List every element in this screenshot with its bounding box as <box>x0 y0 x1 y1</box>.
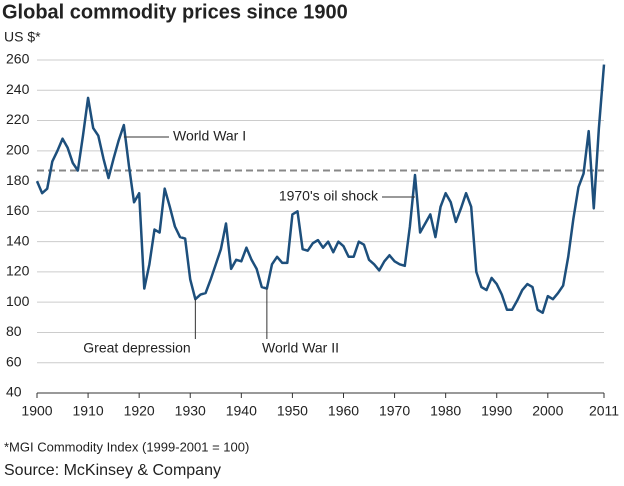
x-tick-label: 1900 <box>21 403 52 419</box>
y-tick-label: 40 <box>6 384 22 400</box>
x-tick-label: 1950 <box>277 403 308 419</box>
x-tick-label: 1940 <box>226 403 257 419</box>
annotation-label: World War II <box>262 340 339 356</box>
y-tick-label: 220 <box>6 111 30 127</box>
chart-subtitle: US $* <box>4 29 41 45</box>
annotation-label: Great depression <box>83 340 190 356</box>
y-tick-label: 120 <box>6 263 30 279</box>
annotation-label: 1970's oil shock <box>279 188 379 204</box>
x-tick-label: 1980 <box>430 403 461 419</box>
y-tick-label: 140 <box>6 232 30 248</box>
chart-title: Global commodity prices since 1900 <box>2 1 348 23</box>
y-tick-label: 260 <box>6 51 30 67</box>
x-tick-label: 1920 <box>124 403 155 419</box>
y-tick-label: 60 <box>6 353 22 369</box>
y-tick-label: 160 <box>6 202 30 218</box>
x-tick-label: 2000 <box>532 403 563 419</box>
x-tick-label: 1930 <box>175 403 206 419</box>
x-tick-label: 2011 <box>589 403 619 419</box>
y-tick-label: 200 <box>6 142 30 158</box>
x-tick-label: 1970 <box>379 403 410 419</box>
footnote: *MGI Commodity Index (1999-2001 = 100) <box>4 439 249 454</box>
x-tick-label: 1910 <box>73 403 104 419</box>
y-tick-label: 180 <box>6 172 30 188</box>
y-tick-label: 240 <box>6 81 30 97</box>
source: Source: McKinsey & Company <box>4 462 221 479</box>
y-tick-label: 100 <box>6 293 30 309</box>
y-tick-label: 80 <box>6 323 22 339</box>
annotation-label: World War I <box>173 128 246 144</box>
x-tick-label: 1960 <box>328 403 359 419</box>
x-tick-label: 1990 <box>481 403 512 419</box>
data-line <box>35 64 606 315</box>
